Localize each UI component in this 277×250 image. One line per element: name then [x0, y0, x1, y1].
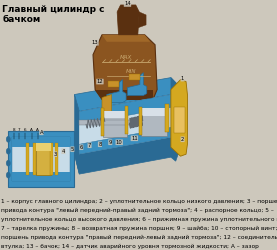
Polygon shape [75, 137, 181, 174]
Polygon shape [171, 78, 181, 147]
Text: 7: 7 [18, 128, 20, 132]
Text: 3: 3 [53, 152, 57, 157]
Polygon shape [171, 80, 188, 156]
Bar [141, 108, 167, 136]
Text: A: A [37, 128, 39, 132]
Bar [129, 74, 140, 80]
Bar [101, 108, 104, 136]
Bar [33, 143, 36, 175]
Text: A: A [40, 130, 43, 135]
Polygon shape [127, 72, 147, 96]
Bar [108, 80, 119, 86]
Bar [174, 108, 185, 133]
Text: 8: 8 [12, 128, 15, 132]
Ellipse shape [6, 148, 10, 154]
Polygon shape [75, 78, 181, 112]
Bar [36, 143, 51, 151]
Bar [36, 143, 51, 175]
Text: 10: 10 [116, 140, 123, 145]
Text: 9: 9 [109, 140, 112, 145]
Bar [103, 112, 127, 118]
Ellipse shape [6, 160, 10, 166]
Text: 7: 7 [88, 143, 91, 148]
Text: 7 – тарелка пружины; 8 – возвратная пружина поршня; 9 – шайба; 10 – стопорный ви: 7 – тарелка пружины; 8 – возвратная пруж… [1, 226, 277, 231]
Bar [12, 137, 70, 147]
Polygon shape [138, 12, 146, 28]
Text: привода контура "левый передний-правый задний тормоза"; 4 – распорное кольцо; 5 : привода контура "левый передний-правый з… [1, 208, 274, 213]
Text: уплотнительное кольцо высокого давления; 6 – прижимная пружина уплотнительного к: уплотнительное кольцо высокого давления;… [1, 217, 277, 222]
Polygon shape [79, 94, 171, 124]
Polygon shape [102, 35, 150, 42]
Polygon shape [95, 90, 153, 100]
Bar [125, 106, 128, 134]
Text: MAX: MAX [120, 55, 132, 60]
Text: MIN: MIN [126, 68, 136, 73]
Ellipse shape [6, 172, 10, 178]
Bar [79, 120, 141, 125]
Text: 5: 5 [71, 147, 74, 152]
Bar [138, 108, 142, 135]
Text: Главный цилиндр с
бачком: Главный цилиндр с бачком [2, 5, 104, 24]
Bar [165, 104, 169, 132]
Polygon shape [79, 94, 171, 154]
Text: 1 – корпус главного цилиндра; 2 – уплотнительное кольцо низкого давления; 3 – по: 1 – корпус главного цилиндра; 2 – уплотн… [1, 199, 277, 204]
Bar [26, 143, 29, 175]
Text: 8: 8 [98, 142, 102, 147]
Polygon shape [12, 137, 70, 181]
Text: 11: 11 [131, 136, 138, 141]
Text: 4: 4 [62, 149, 65, 154]
Bar [55, 143, 58, 175]
Text: A: A [30, 128, 33, 132]
Bar [103, 112, 127, 137]
Bar [12, 172, 70, 181]
Text: 6: 6 [24, 128, 27, 132]
Bar [141, 108, 167, 116]
Polygon shape [79, 127, 171, 154]
Text: 12: 12 [97, 79, 103, 84]
Ellipse shape [6, 136, 10, 142]
Polygon shape [117, 5, 139, 35]
Text: 13: 13 [92, 40, 98, 45]
Text: поршень привода контура "правый передний-левый задний тормоза"; 12 – соединитель: поршень привода контура "правый передний… [1, 235, 277, 240]
Polygon shape [107, 80, 126, 102]
Text: втулка; 13 – бачок; 14 – датчик аварийного уровня тормозной жидкости; A – зазор: втулка; 13 – бачок; 14 – датчик аварийно… [1, 244, 259, 249]
Polygon shape [75, 94, 79, 174]
Text: 2: 2 [181, 137, 184, 142]
Polygon shape [102, 94, 112, 114]
Text: 14: 14 [124, 2, 131, 6]
Polygon shape [8, 131, 75, 187]
Polygon shape [93, 35, 157, 100]
Text: 6: 6 [79, 145, 83, 150]
Text: 1: 1 [181, 76, 184, 81]
Bar [50, 143, 53, 175]
